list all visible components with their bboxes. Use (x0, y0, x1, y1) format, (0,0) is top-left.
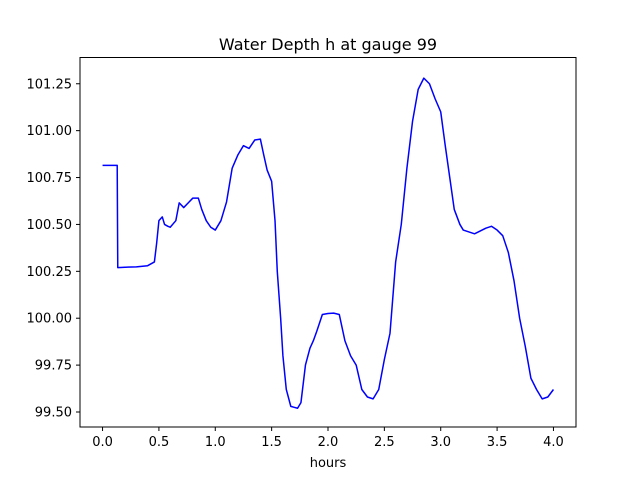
plot-frame (79, 57, 577, 428)
x-tick-label: 4.0 (543, 435, 564, 450)
x-tick-label: 1.0 (205, 435, 226, 450)
x-tick-label: 2.0 (318, 435, 339, 450)
y-tick-label: 99.50 (35, 405, 72, 420)
chart-title: Water Depth h at gauge 99 (219, 35, 437, 54)
y-tick-label: 101.25 (27, 77, 73, 92)
y-tick-label: 100.25 (27, 265, 73, 280)
y-tick-label: 100.75 (27, 171, 73, 186)
x-tick-label: 3.0 (430, 435, 451, 450)
series-line-0 (102, 77, 555, 409)
y-tick-label: 101.00 (27, 124, 73, 139)
x-tick-label: 2.5 (374, 435, 395, 450)
x-tick-label: 0.0 (92, 435, 113, 450)
x-tick-label: 0.5 (149, 435, 170, 450)
x-axis-label: hours (310, 456, 347, 471)
y-tick-label: 99.75 (35, 359, 72, 374)
y-tick-label: 100.00 (27, 312, 73, 327)
x-tick-label: 1.5 (261, 435, 282, 450)
x-tick-label: 3.5 (487, 435, 508, 450)
y-tick-label: 100.50 (27, 218, 73, 233)
